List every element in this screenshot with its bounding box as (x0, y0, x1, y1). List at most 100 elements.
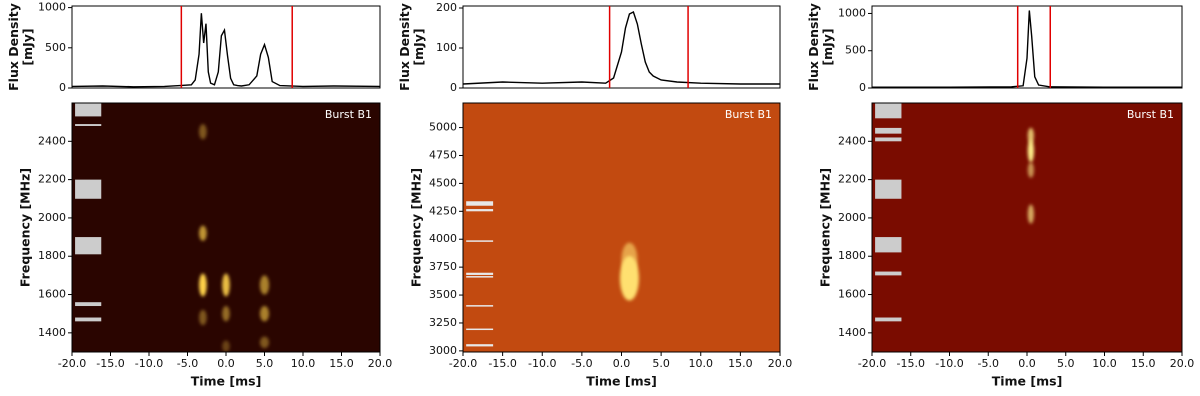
x-tick-label: -10.0 (935, 357, 963, 370)
x-tick-label: -5.0 (571, 357, 592, 370)
flagged-band (466, 272, 494, 275)
burst-component (1027, 139, 1034, 163)
x-tick-label: -5.0 (978, 357, 999, 370)
y-tick-label: 2000 (38, 211, 66, 224)
flagged-band (875, 271, 902, 276)
burst-component (1027, 162, 1034, 178)
flagged-band (466, 344, 494, 347)
burst-component (199, 225, 207, 241)
x-tick-label: 0.0 (613, 357, 631, 370)
flagged-band (875, 127, 902, 134)
y-axis-label-line: Flux Density (397, 3, 412, 91)
y-tick-label: 4750 (429, 148, 457, 161)
burst-component (259, 336, 270, 349)
flagged-band (466, 305, 494, 307)
x-tick-label: 10.0 (1092, 357, 1117, 370)
y-tick-label: 1800 (38, 249, 66, 262)
flagged-band (875, 317, 902, 322)
annotation: Burst B1 (1127, 108, 1174, 121)
y-tick-label: 200 (436, 1, 457, 14)
x-tick-label: 15.0 (329, 357, 354, 370)
x-tick-label: -10.0 (528, 357, 556, 370)
burst-component (222, 340, 230, 352)
burst-component (199, 273, 207, 297)
y-tick-label: 100 (436, 41, 457, 54)
flagged-band (466, 201, 494, 206)
flagged-band (466, 209, 494, 212)
y-tick-label: 0 (859, 81, 866, 94)
x-tick-label: 0.0 (217, 357, 235, 370)
y-tick-label: 0 (450, 81, 457, 94)
flux-profile (872, 10, 1182, 88)
burst-component (1027, 127, 1034, 144)
annotation: Burst B1 (725, 108, 772, 121)
annotation: Burst B1 (325, 108, 372, 121)
x-tick-label: -15.0 (897, 357, 925, 370)
x-tick-label: -20.0 (58, 357, 86, 370)
flagged-band (466, 276, 494, 278)
x-axis-label: Time [ms] (586, 374, 657, 389)
x-tick-label: 15.0 (1131, 357, 1156, 370)
y-axis-label: Frequency [MHz] (18, 168, 33, 287)
flagged-band (466, 328, 494, 331)
x-tick-label: 0.0 (1018, 357, 1036, 370)
x-tick-label: 20.0 (768, 357, 793, 370)
x-tick-label: -10.0 (135, 357, 163, 370)
y-tick-label: 1000 (838, 6, 866, 19)
flagged-band (875, 103, 902, 119)
spectrogram-layer (466, 201, 639, 347)
y-tick-label: 3000 (429, 344, 457, 357)
x-axis-label: Time [ms] (992, 374, 1063, 389)
spectrogram-background (872, 103, 1182, 352)
burst-component (199, 309, 207, 326)
y-tick-label: 3500 (429, 288, 457, 301)
x-tick-label: 10.0 (291, 357, 316, 370)
x-tick-label: -15.0 (488, 357, 516, 370)
flagged-band (75, 179, 102, 199)
burst-component (621, 242, 638, 277)
spectrogram-background (463, 103, 780, 352)
burst-component (259, 275, 270, 295)
x-tick-label: -5.0 (177, 357, 198, 370)
y-axis-label-line: [mJy] (20, 28, 35, 65)
flagged-band (75, 302, 102, 307)
y-axis-label-line: [mJy] (820, 28, 835, 65)
x-tick-label: 5.0 (1057, 357, 1075, 370)
y-tick-label: 500 (45, 41, 66, 54)
flagged-band (75, 317, 102, 322)
y-tick-label: 3750 (429, 260, 457, 273)
y-axis-label: Frequency [MHz] (818, 168, 833, 287)
spectrogram-layer (875, 103, 1034, 322)
x-tick-label: 15.0 (728, 357, 753, 370)
burst-component (222, 273, 230, 297)
x-tick-label: 20.0 (368, 357, 393, 370)
y-tick-label: 1800 (838, 249, 866, 262)
x-tick-label: -15.0 (96, 357, 124, 370)
y-tick-label: 2200 (38, 173, 66, 186)
flagged-band (875, 137, 902, 142)
burst-component (222, 306, 230, 322)
y-axis-label: Flux Density[mJy] (397, 3, 426, 91)
flagged-band (75, 103, 102, 117)
y-axis-label: Frequency [MHz] (409, 168, 424, 287)
x-tick-label: 20.0 (1170, 357, 1195, 370)
burst-component (1027, 204, 1034, 224)
y-tick-label: 5000 (429, 121, 457, 134)
x-tick-label: -20.0 (858, 357, 886, 370)
y-tick-label: 3250 (429, 316, 457, 329)
y-axis-label-line: Flux Density (6, 3, 21, 91)
x-tick-label: -20.0 (449, 357, 477, 370)
flux-profile (462, 11, 780, 85)
flagged-band (875, 179, 902, 199)
y-tick-label: 2200 (838, 173, 866, 186)
burst-component (199, 124, 207, 140)
flagged-band (75, 124, 102, 126)
burst-component (259, 306, 270, 322)
plot-frame (462, 5, 781, 89)
x-tick-label: 5.0 (256, 357, 274, 370)
y-axis-label-line: Flux Density (806, 3, 821, 91)
y-axis-label: Flux Density[mJy] (6, 3, 35, 91)
y-tick-label: 1600 (38, 288, 66, 301)
x-axis-label: Time [ms] (191, 374, 262, 389)
